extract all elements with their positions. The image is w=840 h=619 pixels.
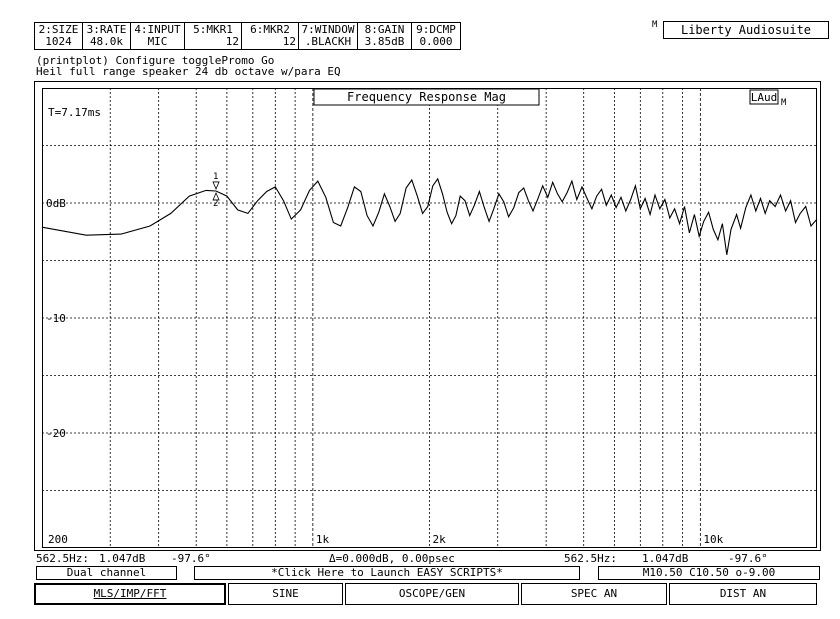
- plot-title: Frequency Response Mag: [347, 90, 506, 104]
- plot-badge-box: [749, 89, 779, 105]
- param-mkr2-label: 6:MKR2: [250, 23, 290, 36]
- delta-readout: Δ=0.000dB, 0.00psec: [329, 552, 455, 565]
- frequency-response-plot[interactable]: Frequency Response Mag LAud M T=7.17ms 0…: [41, 88, 818, 548]
- app-mode-mark: M: [652, 20, 658, 30]
- param-mkr2-value: 12: [282, 35, 296, 48]
- right-cursor-freq: 562.5Hz:: [564, 552, 617, 565]
- command-line-2: Heil full range speaker 24 db octave w/p…: [36, 65, 341, 78]
- dist-an-button[interactable]: DIST AN: [669, 583, 817, 605]
- command-text: (printplot) Configure togglePromo Go Hei…: [36, 55, 341, 77]
- response-curve: [41, 177, 818, 255]
- param-input-label: 4:INPUT: [134, 23, 181, 36]
- time-label: T=7.17ms: [48, 106, 101, 119]
- param-gain-label: 8:GAIN: [364, 23, 405, 36]
- param-mkr2[interactable]: 6:MKR2 12: [241, 22, 298, 50]
- sine-label: SINE: [272, 587, 299, 600]
- cursor-readout: 562.5Hz: 1.047dB -97.6° Δ=0.000dB, 0.00p…: [34, 553, 821, 565]
- param-window-value: .BLACKH: [304, 35, 352, 48]
- left-cursor-value: 1.047dB: [99, 552, 146, 565]
- mls-imp-fft-button[interactable]: MLS/IMP/FFT: [34, 583, 226, 605]
- param-rate-label: 3:RATE: [86, 23, 127, 36]
- oscope-gen-button[interactable]: OSCOPE/GEN: [345, 583, 519, 605]
- x-tick-label: 200: [48, 533, 68, 546]
- y-tick-label: 0dB: [46, 197, 66, 210]
- left-cursor-phase: -97.6°: [171, 552, 211, 565]
- param-size-label: 2:SIZE: [38, 23, 79, 36]
- param-dcmp[interactable]: 9:DCMP 0.000: [411, 22, 461, 50]
- param-size-value: 1024: [45, 35, 72, 48]
- x-tick-label: 2k: [433, 533, 447, 546]
- right-cursor-value: 1.047dB: [642, 552, 689, 565]
- mic-calibration: M10.50 C10.50 o-9.00: [598, 566, 820, 580]
- marker-1-label: 1: [213, 172, 218, 182]
- param-input-value: MIC: [147, 35, 168, 48]
- mode-buttons: MLS/IMP/FFT SINE OSCOPE/GEN SPEC AN DIST…: [34, 583, 821, 605]
- y-tick-label: -10: [46, 312, 66, 325]
- oscope-gen-label: OSCOPE/GEN: [398, 587, 466, 600]
- launch-scripts-button[interactable]: *Click Here to Launch EASY SCRIPTS*: [194, 566, 580, 580]
- param-mkr1[interactable]: 5:MKR1 12: [184, 22, 241, 50]
- sine-button[interactable]: SINE: [228, 583, 343, 605]
- left-cursor-freq: 562.5Hz:: [36, 552, 89, 565]
- mls-imp-fft-label: MLS/IMP/FFT: [93, 587, 167, 600]
- x-tick-label: 10k: [703, 533, 723, 546]
- param-rate-value: 48.0k: [89, 35, 124, 48]
- y-tick-label: -20: [46, 427, 66, 440]
- dist-an-label: DIST AN: [719, 587, 767, 600]
- plot-title-box: [313, 88, 540, 106]
- param-gain[interactable]: 8:GAIN 3.85dB: [357, 22, 411, 50]
- param-gain-value: 3.85dB: [364, 35, 405, 48]
- app-title: Liberty Audiosuite: [663, 21, 829, 39]
- param-dcmp-value: 0.000: [419, 35, 453, 48]
- plot-grid: [42, 88, 817, 548]
- plot-badge-sub: M: [781, 98, 787, 108]
- param-window-label: 7:WINDOW: [301, 23, 355, 36]
- y-axis-labels: 0dB -10 -20: [46, 197, 66, 440]
- channel-mode[interactable]: Dual channel: [36, 566, 177, 580]
- param-window[interactable]: 7:WINDOW .BLACKH: [298, 22, 357, 50]
- x-axis-labels: 200 1k 2k 10k: [48, 533, 724, 546]
- param-mkr1-label: 5:MKR1: [193, 23, 233, 36]
- command-line-1: (printplot) Configure togglePromo Go: [36, 54, 275, 67]
- right-cursor-phase: -97.6°: [728, 552, 768, 565]
- x-tick-label: 1k: [316, 533, 330, 546]
- marker-2-label: 2: [213, 199, 218, 209]
- cursor-marker: 12: [212, 172, 220, 209]
- param-size[interactable]: 2:SIZE 1024: [34, 22, 82, 50]
- parameter-bar: 2:SIZE 1024 3:RATE 48.0k 4:INPUT MIC 5:M…: [34, 22, 461, 50]
- spec-an-button[interactable]: SPEC AN: [521, 583, 667, 605]
- plot-frame: [34, 81, 821, 551]
- param-mkr1-value: 12: [225, 35, 239, 48]
- param-input[interactable]: 4:INPUT MIC: [130, 22, 184, 50]
- param-dcmp-label: 9:DCMP: [416, 23, 456, 36]
- spec-an-label: SPEC AN: [570, 587, 618, 600]
- plot-badge: LAud: [751, 91, 778, 104]
- marker-triangles: [212, 181, 220, 201]
- param-rate[interactable]: 3:RATE 48.0k: [82, 22, 130, 50]
